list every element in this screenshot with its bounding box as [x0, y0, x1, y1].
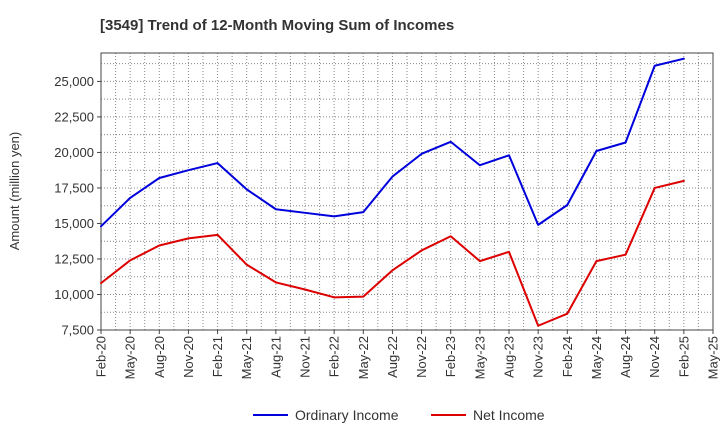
data-point	[682, 179, 686, 183]
legend: Ordinary Income Net Income	[253, 407, 545, 423]
data-point	[332, 295, 336, 299]
data-point	[536, 223, 540, 227]
y-tick-label: 10,000	[54, 287, 94, 302]
y-tick-label: 15,000	[54, 216, 94, 231]
x-tick-label: Feb-22	[327, 336, 342, 377]
data-point	[507, 153, 511, 157]
data-point	[245, 263, 249, 267]
y-tick-label: 22,500	[54, 109, 94, 124]
data-point	[449, 234, 453, 238]
data-point	[536, 324, 540, 328]
data-point	[186, 236, 190, 240]
x-axis-ticks: Feb-20 May-20 Aug-20 Nov-20 Feb-21 May-21 Aug-…	[94, 330, 720, 379]
series-lines	[99, 57, 686, 328]
grid-lines	[100, 53, 714, 331]
data-point	[390, 268, 394, 272]
data-point	[99, 281, 103, 285]
y-tick-label: 20,000	[54, 145, 94, 160]
x-tick-label: May-22	[356, 336, 371, 379]
data-point	[157, 243, 161, 247]
data-point	[653, 64, 657, 68]
data-point	[624, 140, 628, 144]
x-tick-label: Feb-20	[94, 336, 109, 377]
data-point	[361, 295, 365, 299]
data-point	[420, 248, 424, 252]
data-point	[390, 175, 394, 179]
x-tick-label: Nov-20	[181, 336, 196, 378]
series-line-ordinary-income	[100, 57, 685, 228]
data-point	[274, 207, 278, 211]
data-point	[128, 258, 132, 262]
y-tick-label: 25,000	[54, 74, 94, 89]
x-tick-label: May-25	[706, 336, 720, 379]
x-tick-label: May-21	[239, 336, 254, 379]
y-axis-label: Amount (million yen)	[7, 132, 22, 251]
data-point	[186, 168, 190, 172]
y-tick-label: 17,500	[54, 180, 94, 195]
data-point	[478, 163, 482, 167]
data-point	[128, 196, 132, 200]
series-line-net-income	[100, 179, 685, 327]
x-tick-label: Nov-24	[647, 336, 662, 378]
x-tick-label: Feb-24	[560, 336, 575, 377]
data-point	[303, 288, 307, 292]
x-tick-label: Feb-23	[443, 336, 458, 377]
chart-title: [3549] Trend of 12-Month Moving Sum of I…	[100, 17, 454, 34]
data-point	[565, 312, 569, 316]
x-tick-label: Nov-23	[531, 336, 546, 378]
data-point	[216, 161, 220, 165]
data-point	[216, 233, 220, 237]
legend-label: Ordinary Income	[295, 407, 399, 423]
data-point	[274, 280, 278, 284]
legend-label: Net Income	[473, 407, 545, 423]
y-tick-label: 12,500	[54, 251, 94, 266]
x-tick-label: Feb-21	[210, 336, 225, 377]
data-point	[594, 149, 598, 153]
x-tick-label: Aug-22	[385, 336, 400, 378]
x-tick-label: Aug-20	[152, 336, 167, 378]
data-point	[565, 203, 569, 207]
data-point	[303, 211, 307, 215]
data-point	[507, 250, 511, 254]
x-tick-label: Aug-24	[618, 336, 633, 378]
data-point	[449, 140, 453, 144]
x-tick-label: Aug-21	[268, 336, 283, 378]
x-tick-label: Nov-22	[414, 336, 429, 378]
x-tick-label: May-20	[123, 336, 138, 379]
y-axis-ticks: 7,500 10,000 12,500 15,000 17,500 20,000 22,50…	[54, 74, 101, 338]
data-point	[624, 253, 628, 257]
data-point	[157, 176, 161, 180]
data-point	[653, 186, 657, 190]
data-point	[99, 224, 103, 228]
data-point	[245, 187, 249, 191]
x-tick-label: Feb-25	[676, 336, 691, 377]
x-tick-label: May-23	[472, 336, 487, 379]
y-tick-label: 7,500	[61, 323, 94, 338]
x-tick-label: Nov-21	[298, 336, 313, 378]
x-tick-label: Aug-23	[502, 336, 517, 378]
plot-area-frame	[100, 52, 714, 331]
data-point	[594, 259, 598, 263]
data-point	[332, 214, 336, 218]
data-point	[420, 152, 424, 156]
data-point	[478, 259, 482, 263]
x-tick-label: May-24	[589, 336, 604, 379]
data-point	[682, 57, 686, 61]
data-point	[361, 210, 365, 214]
